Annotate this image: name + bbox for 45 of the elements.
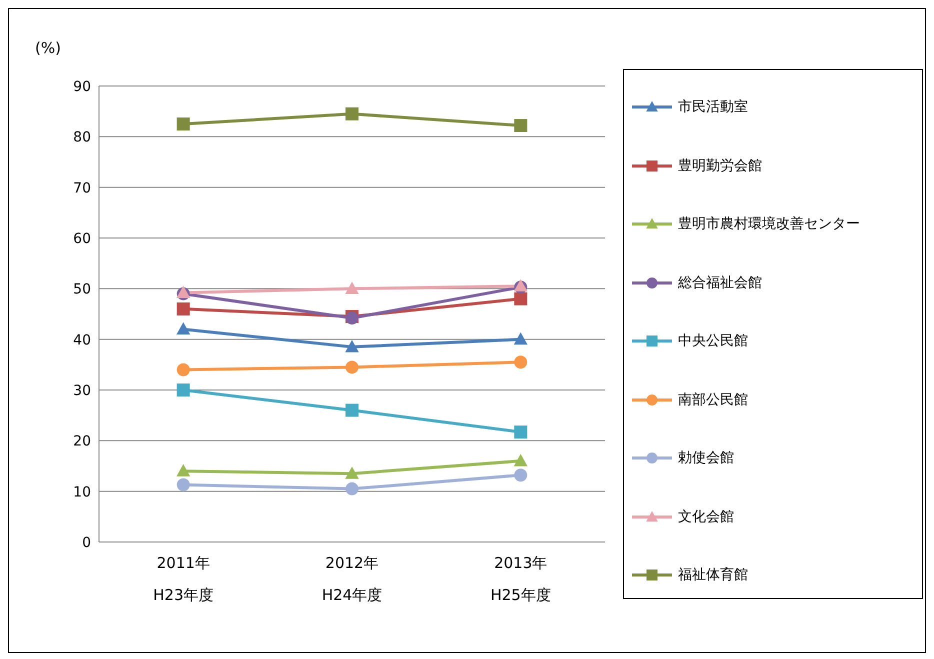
point (176, 302, 190, 316)
point (514, 280, 528, 292)
point (346, 107, 358, 120)
x-tick-label: 2013年 H25年度 (490, 554, 551, 604)
point (346, 404, 358, 417)
y-tick-label: 70 (73, 180, 91, 196)
y-tick-label: 0 (82, 534, 91, 551)
point (514, 454, 528, 466)
x-tick-label: 2011年 H23年度 (153, 554, 214, 604)
point (346, 340, 358, 352)
point (346, 467, 358, 479)
point (514, 468, 528, 482)
legend-label: 勅使会館 (678, 449, 734, 468)
point (346, 360, 358, 374)
point (176, 363, 190, 376)
y-axis-title: (%) (35, 39, 61, 57)
legend-label: 南部公民館 (678, 390, 748, 409)
y-tick-label: 10 (73, 484, 91, 500)
y-tick-label: 80 (73, 130, 91, 146)
point (514, 356, 528, 369)
x-tick-label: 2012年 H24年度 (322, 554, 382, 604)
legend-label: 豊明勤労会館 (678, 156, 762, 175)
y-tick-label: 40 (73, 332, 91, 348)
point (176, 118, 190, 130)
point (346, 482, 358, 496)
point (514, 332, 528, 345)
legend-label: 文化会館 (678, 508, 734, 526)
point (176, 464, 190, 476)
y-tick-label: 60 (73, 230, 91, 247)
point (176, 478, 190, 492)
legend-label: 中央公民館 (678, 332, 748, 350)
legend-label: 豊明市農村環境改善センター (678, 215, 860, 234)
point (514, 292, 528, 306)
point (346, 282, 358, 294)
point (514, 426, 528, 439)
y-tick-label: 30 (73, 382, 91, 399)
y-tick-label: 90 (73, 78, 91, 95)
legend-label: 総合福祉会館 (678, 274, 762, 292)
y-tick-label: 50 (73, 282, 91, 298)
point (176, 322, 190, 334)
point (176, 384, 190, 396)
legend-label: 市民活動室 (678, 98, 748, 116)
y-tick-label: 20 (73, 434, 91, 450)
legend-label: 福祉体育館 (678, 566, 748, 584)
point (514, 119, 528, 132)
